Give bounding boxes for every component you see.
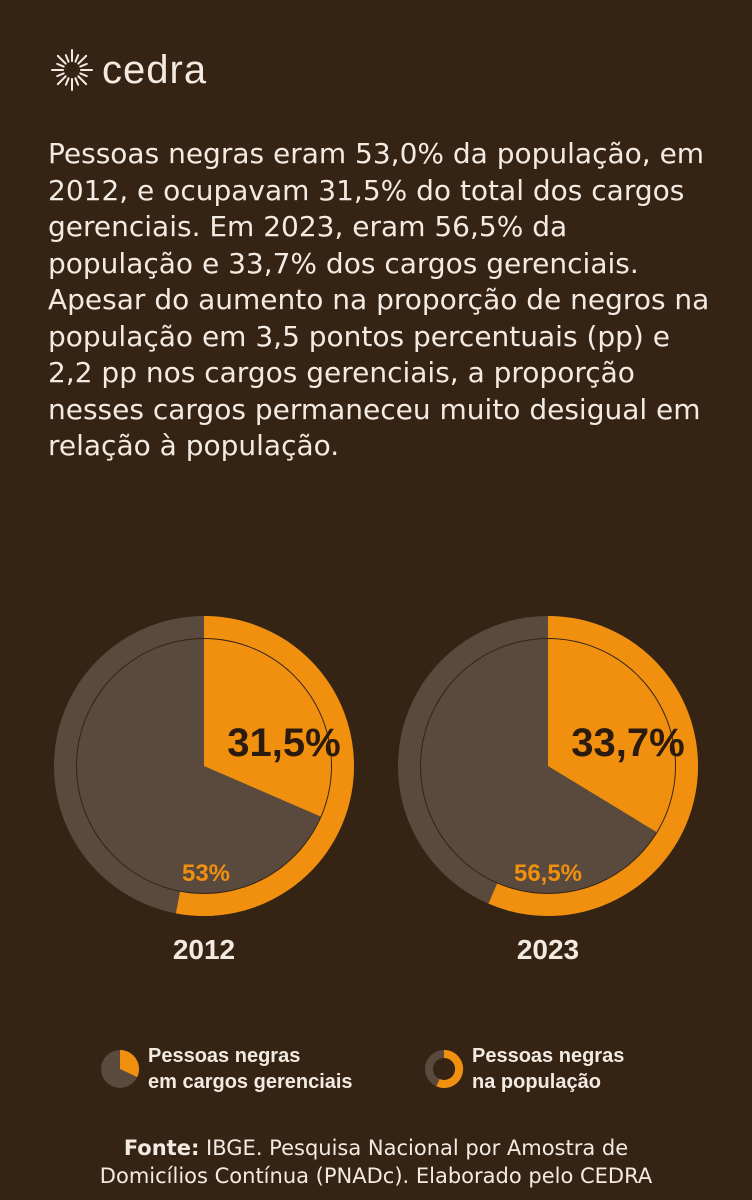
sun-ray (74, 77, 80, 86)
legend-item-populacao: Pessoas negras na população (424, 1043, 624, 1095)
sun-burst-icon (51, 49, 93, 91)
year-label: 2012 (173, 934, 235, 965)
ring-value-label: 56,5% (514, 860, 582, 887)
legend-item-cargos: Pessoas negras em cargos gerenciais (100, 1043, 353, 1095)
pie-charts: 31,5% 53% 2012 33,7% 56,5% 2023 (54, 616, 698, 965)
legend-label-populacao-line1: Pessoas negras (472, 1045, 625, 1067)
source-prefix: Fonte: (123, 1136, 200, 1160)
sun-ray (77, 54, 88, 65)
brand-name: cedra (102, 47, 208, 92)
source-line2: Domicílios Contínua (PNADc). Elaborado p… (99, 1164, 653, 1188)
sun-ray (64, 54, 70, 63)
ring-arc-populacao (488, 616, 698, 916)
pie-value-label: 33,7% (571, 721, 684, 765)
legend-label-cargos-line2: em cargos gerenciais (148, 1071, 353, 1093)
intro-paragraph: Pessoas negras eram 53,0% da população, … (48, 137, 710, 462)
sun-ray (79, 62, 88, 68)
legend-label-cargos-line1: Pessoas negras (148, 1045, 301, 1067)
pie-slice-cargos (548, 639, 675, 833)
year-label: 2023 (517, 934, 579, 965)
source-line1: IBGE. Pesquisa Nacional por Amostra de (199, 1136, 629, 1160)
source-note: Fonte: IBGE. Pesquisa Nacional por Amost… (0, 1134, 752, 1190)
ring-legend-icon (425, 1049, 464, 1088)
ring-arc-populacao (175, 616, 354, 916)
sun-ray (64, 77, 70, 86)
sun-ray (56, 54, 67, 65)
ring-value-label: 53% (182, 860, 230, 887)
brand-logo: cedra (48, 46, 207, 94)
sun-ray (56, 72, 65, 78)
pie-slice-cargos (204, 639, 331, 817)
legend-label-populacao-line2: na população (472, 1071, 601, 1093)
sun-ray (56, 75, 67, 86)
pie-legend-icon (101, 1050, 140, 1088)
sun-ray (56, 62, 65, 68)
sun-ray (79, 72, 88, 78)
sun-ray (74, 54, 80, 63)
pie-value-label: 31,5% (227, 721, 340, 765)
sun-ray (77, 75, 88, 86)
